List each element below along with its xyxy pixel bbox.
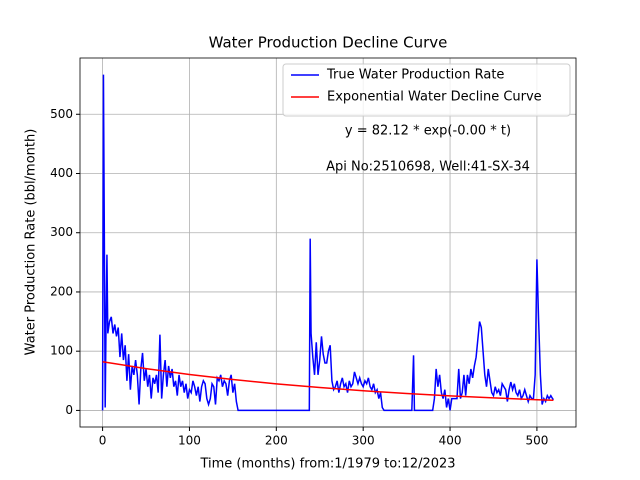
data-line: [101, 74, 555, 412]
x-tick-label: 400: [439, 434, 462, 448]
x-tick-label: 200: [265, 434, 288, 448]
y-tick-label: 300: [50, 225, 73, 239]
x-tick-label: 100: [178, 434, 201, 448]
y-axis-label: Water Production Rate (bbl/month): [24, 129, 39, 356]
annotation: y = 82.12 * exp(-0.00 * t): [345, 124, 511, 139]
y-tick-label: 400: [50, 166, 73, 180]
data-line: [102, 361, 554, 402]
axes-frame: [79, 57, 577, 428]
x-tick-label: 500: [525, 434, 548, 448]
legend-label: Exponential Water Decline Curve: [327, 90, 542, 105]
y-tick-label: 100: [50, 344, 73, 358]
y-tick-label: 0: [65, 403, 73, 417]
chart-title: Water Production Decline Curve: [209, 34, 448, 52]
x-tick-label: 300: [352, 434, 375, 448]
y-tick-label: 200: [50, 284, 73, 298]
x-axis-label: Time (months) from:1/1979 to:12/2023: [199, 457, 455, 472]
x-tick-label: 0: [99, 434, 107, 448]
annotation: Api No:2510698, Well:41-SX-34: [326, 160, 530, 175]
legend-box: [282, 63, 571, 117]
y-tick-label: 500: [50, 107, 73, 121]
legend-label: True Water Production Rate: [326, 68, 504, 83]
